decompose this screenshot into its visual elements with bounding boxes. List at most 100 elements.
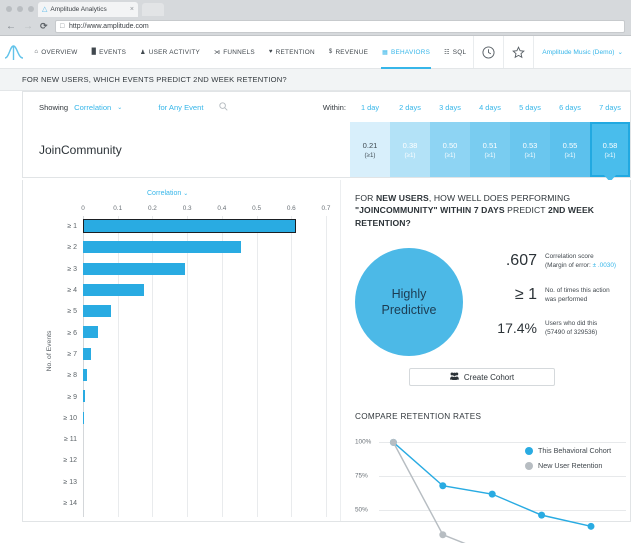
correlation-cell-day-6[interactable]: 0.55 (≥1) <box>550 122 590 177</box>
gridline <box>256 216 258 517</box>
day-option-7[interactable]: 7 days <box>599 102 621 112</box>
retention-data-point[interactable] <box>538 511 546 519</box>
retention-data-point[interactable] <box>439 482 447 490</box>
retention-data-point[interactable] <box>439 531 447 539</box>
chevron-down-icon: ⌄ <box>617 49 623 56</box>
stat-desc-line2: was performed <box>545 295 588 303</box>
correlation-cell-threshold: (≥1) <box>564 151 576 159</box>
back-icon[interactable]: ← <box>6 20 16 32</box>
nav-item-overview[interactable]: ⌂ OVERVIEW <box>27 36 84 68</box>
correlation-cell-day-2[interactable]: 0.38 (≥1) <box>390 122 430 177</box>
bar-row[interactable]: ≥ 6 <box>67 322 326 343</box>
bar-row[interactable]: ≥ 5 <box>67 301 326 322</box>
chevron-down-icon[interactable]: ⌄ <box>117 104 123 111</box>
bar[interactable] <box>83 283 144 296</box>
nav-item-sql[interactable]: ☷ SQL <box>437 36 473 68</box>
event-name[interactable]: JoinCommunity <box>39 142 122 157</box>
nav-item-behaviors[interactable]: ▦ BEHAVIORS <box>375 36 437 69</box>
bar-row[interactable]: ≥ 7 <box>67 344 326 365</box>
amplitude-logo[interactable] <box>0 43 27 61</box>
bar-chart-metric-dropdown[interactable]: Correlation ⌄ <box>147 190 188 197</box>
correlation-cell-threshold: (≥1) <box>444 151 456 159</box>
bar-row[interactable]: ≥ 9 <box>67 386 326 407</box>
retention-legend: This Behavioral Cohort New User Retention <box>525 446 611 476</box>
bar[interactable] <box>83 390 86 403</box>
correlation-cell-day-1[interactable]: 0.21 (≥1) <box>350 122 390 177</box>
retention-data-point[interactable] <box>488 490 496 498</box>
day-option-5[interactable]: 5 days <box>519 102 541 112</box>
star-icon[interactable] <box>503 36 533 68</box>
bar-row[interactable]: ≥ 14 <box>63 493 326 514</box>
bar-row[interactable]: ≥ 12 <box>63 450 326 471</box>
bar-row[interactable]: ≥ 10 <box>63 408 326 429</box>
bar[interactable] <box>83 326 98 339</box>
question-bar: FOR NEW USERS, WHICH EVENTS PREDICT 2ND … <box>0 69 631 91</box>
bar[interactable] <box>83 369 88 382</box>
event-filter-link[interactable]: for Any Event <box>158 102 204 112</box>
predictive-badge-line2: Predictive <box>381 303 437 317</box>
bar-row[interactable]: ≥ 1 <box>67 216 326 237</box>
retention-data-point[interactable] <box>389 438 397 446</box>
retention-y-tick-label: 100% <box>355 438 372 446</box>
insight-headline: FOR NEW USERS, HOW WELL DOES PERFORMING … <box>355 192 616 229</box>
stat-description: No. of times this action was performed <box>545 286 610 305</box>
bar-row[interactable]: ≥ 3 <box>67 259 326 280</box>
correlation-cell-day-4[interactable]: 0.51 (≥1) <box>470 122 510 177</box>
bar-row[interactable]: ≥ 4 <box>67 280 326 301</box>
bar-row[interactable]: ≥ 2 <box>67 237 326 258</box>
bar-row[interactable]: ≥ 11 <box>64 429 326 450</box>
account-menu[interactable]: Amplitude Music (Demo) ⌄ <box>533 36 631 68</box>
x-tick-label: 0.5 <box>252 205 262 212</box>
day-option-6[interactable]: 6 days <box>559 102 581 112</box>
bar[interactable] <box>83 219 296 233</box>
stat-desc-line1: Correlation score <box>545 253 594 260</box>
day-option-4[interactable]: 4 days <box>479 102 501 112</box>
browser-tab[interactable]: △ Amplitude Analytics × <box>38 2 138 17</box>
close-icon[interactable]: × <box>129 6 134 13</box>
legend-item[interactable]: New User Retention <box>525 461 611 470</box>
stat-desc-line1: No. of times this action <box>545 286 610 294</box>
metric-dropdown[interactable]: Correlation <box>74 102 112 112</box>
heart-icon: ♥ <box>268 49 273 55</box>
bar[interactable] <box>83 411 85 424</box>
main-nav: ⌂ OVERVIEW █ EVENTS ♟ USER ACTIVITY ⋊ FUNNELS ♥ R… <box>27 36 473 69</box>
window-controls[interactable] <box>6 6 34 12</box>
nav-item-label: OVERVIEW <box>41 48 78 56</box>
create-cohort-button[interactable]: Create Cohort <box>409 368 555 386</box>
nav-item-retention[interactable]: ♥ RETENTION <box>262 36 322 68</box>
stat-desc-line2: (57490 of 329536) <box>545 329 598 337</box>
bar-plot-area: ≥ 1 ≥ 2 ≥ 3 ≥ 4 ≥ 5 ≥ 6 ≥ 7 ≥ 8 ≥ 9 ≥ 10 ≥ 11 ≥ 12 ≥… <box>63 216 327 517</box>
clock-icon[interactable] <box>473 36 503 68</box>
legend-item[interactable]: This Behavioral Cohort <box>525 446 611 455</box>
day-option-3[interactable]: 3 days <box>439 102 461 112</box>
day-option-2[interactable]: 2 days <box>399 102 421 112</box>
day-option-1[interactable]: 1 day <box>360 102 380 112</box>
bar-category-label: ≥ 3 <box>67 265 77 273</box>
person-icon: ♟ <box>140 49 146 56</box>
nav-item-revenue[interactable]: $ REVENUE <box>322 36 375 68</box>
retention-data-point[interactable] <box>587 522 595 530</box>
correlation-cell-value: 0.50 <box>442 140 458 150</box>
retention-y-tick-label: 75% <box>355 472 368 480</box>
retention-y-tick-label: 50% <box>355 506 368 514</box>
stat-value: 17.4% <box>497 320 537 337</box>
bar-row[interactable]: ≥ 13 <box>63 472 326 493</box>
correlation-cell-day-5[interactable]: 0.53 (≥1) <box>510 122 550 177</box>
bar[interactable] <box>83 305 111 318</box>
url-input[interactable]: ☐ http://www.amplitude.com <box>54 20 625 33</box>
reload-icon[interactable]: ⟳ <box>40 21 48 31</box>
correlation-cell-day-3[interactable]: 0.50 (≥1) <box>430 122 470 177</box>
bar[interactable] <box>83 262 186 275</box>
stat-description: Correlation score (Margin of error: ± .00… <box>545 252 616 271</box>
nav-item-events[interactable]: █ EVENTS <box>85 36 134 68</box>
bar-chart-icon: █ <box>91 49 97 55</box>
correlation-cell-day-7[interactable]: 0.58 (≥1) <box>590 122 630 182</box>
new-tab-button[interactable] <box>142 3 164 16</box>
nav-item-user-activity[interactable]: ♟ USER ACTIVITY <box>133 36 207 68</box>
funnel-icon: ⋊ <box>214 49 221 56</box>
search-icon[interactable] <box>218 101 228 113</box>
bar-row[interactable]: ≥ 8 <box>67 365 326 386</box>
bar[interactable] <box>83 347 91 360</box>
bar[interactable] <box>83 241 241 254</box>
nav-item-funnels[interactable]: ⋊ FUNNELS <box>207 36 262 68</box>
